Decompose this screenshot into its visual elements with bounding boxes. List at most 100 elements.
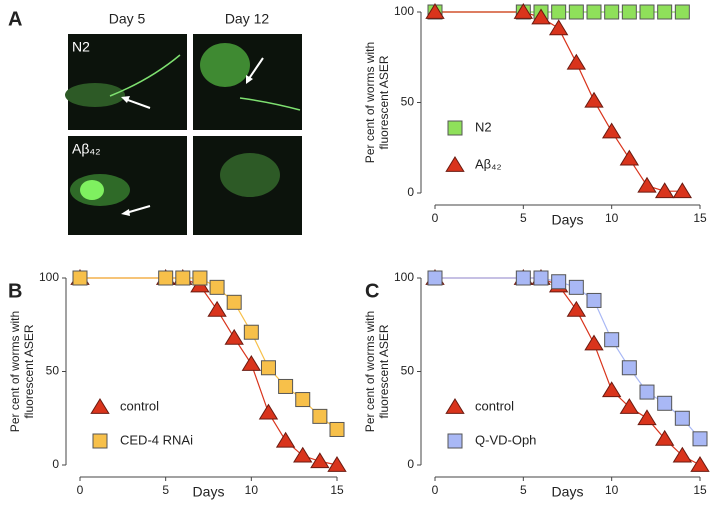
y-tick-label: 50 (401, 95, 415, 109)
micrographs: Day 5 Day 12 N2 Aβ₄₂ (65, 11, 302, 235)
marker (692, 431, 708, 447)
marker (674, 410, 690, 426)
y-tick-label: 100 (394, 4, 414, 18)
marker (637, 176, 657, 193)
marker (654, 182, 675, 199)
marker (674, 4, 690, 20)
x-tick-label: 10 (605, 483, 619, 497)
x-axis-label: Days (552, 212, 584, 228)
x-tick-label: 0 (432, 483, 439, 497)
y-axis-label: fluorescent ASER (22, 324, 36, 418)
marker (427, 270, 443, 286)
marker (672, 182, 693, 199)
marker (310, 452, 330, 469)
x-axis-label: Days (552, 484, 584, 500)
marker (445, 156, 465, 172)
marker (566, 300, 587, 317)
marker (621, 4, 637, 20)
marker (447, 433, 463, 449)
marker (601, 381, 622, 398)
column-label: Day 5 (109, 11, 146, 27)
marker (672, 446, 693, 463)
marker (639, 4, 655, 20)
neuron (239, 97, 301, 111)
legend-label: Aβ₄₂ (475, 156, 502, 171)
marker (551, 4, 567, 20)
worm (65, 83, 125, 107)
marker (158, 270, 174, 286)
marker (639, 384, 655, 400)
x-tick-label: 5 (520, 483, 527, 497)
arrow (246, 75, 253, 84)
marker (586, 292, 602, 308)
marker (312, 408, 328, 424)
marker (293, 446, 313, 463)
arrow (125, 205, 151, 214)
y-axis-label: Per cent of worms with (8, 311, 22, 432)
legend-label: control (475, 398, 514, 413)
marker (445, 398, 465, 414)
series-line (80, 277, 338, 466)
column-label: Day 12 (225, 11, 270, 27)
marker (637, 409, 657, 426)
marker (275, 431, 296, 448)
series-line (435, 277, 701, 440)
marker (243, 324, 259, 340)
marker (533, 270, 549, 286)
marker (327, 456, 347, 472)
marker (447, 120, 463, 136)
panel-label: C (365, 280, 379, 302)
marker (657, 4, 673, 20)
marker (192, 270, 208, 286)
marker (601, 122, 622, 139)
panel-label: A (8, 8, 22, 30)
marker (207, 300, 227, 317)
row-label: Aβ₄₂ (72, 141, 101, 157)
legend-label: N2 (475, 119, 492, 134)
y-tick-label: 50 (46, 364, 60, 378)
marker (92, 433, 108, 449)
x-tick-label: 5 (162, 483, 169, 497)
marker (531, 8, 551, 25)
x-tick-label: 0 (77, 483, 84, 497)
marker (260, 360, 276, 376)
marker (566, 53, 587, 70)
x-tick-label: 15 (693, 483, 707, 497)
marker (619, 398, 640, 414)
x-tick-label: 10 (605, 211, 619, 225)
micrograph (68, 34, 187, 130)
marker (586, 4, 602, 20)
y-axis-label: fluorescent ASER (377, 55, 391, 149)
marker (619, 149, 640, 166)
marker (175, 270, 191, 286)
y-tick-label: 0 (52, 457, 59, 471)
marker (72, 270, 88, 286)
marker (690, 456, 710, 472)
arrow (121, 209, 130, 216)
legend-label: Q-VD-Oph (475, 432, 536, 447)
marker (604, 332, 620, 348)
y-tick-label: 0 (407, 457, 414, 471)
marker (329, 421, 345, 437)
marker (568, 279, 584, 295)
marker (209, 279, 225, 295)
marker (278, 378, 294, 394)
y-tick-label: 100 (394, 270, 414, 284)
marker (295, 392, 311, 408)
marker (425, 3, 445, 19)
marker (568, 4, 584, 20)
y-tick-label: 50 (401, 364, 415, 378)
marker (657, 395, 673, 411)
marker (515, 270, 531, 286)
x-tick-label: 0 (432, 211, 439, 225)
marker (90, 398, 110, 414)
y-tick-label: 0 (407, 185, 414, 199)
y-axis-label: Per cent of worms with (363, 311, 377, 432)
neuron (109, 54, 181, 97)
y-axis-label: Per cent of worms with (363, 42, 377, 163)
marker (513, 3, 534, 19)
y-tick-label: 100 (39, 270, 59, 284)
legend-label: control (120, 398, 159, 413)
legend-label: CED-4 RNAi (120, 432, 193, 447)
x-tick-label: 5 (520, 211, 527, 225)
